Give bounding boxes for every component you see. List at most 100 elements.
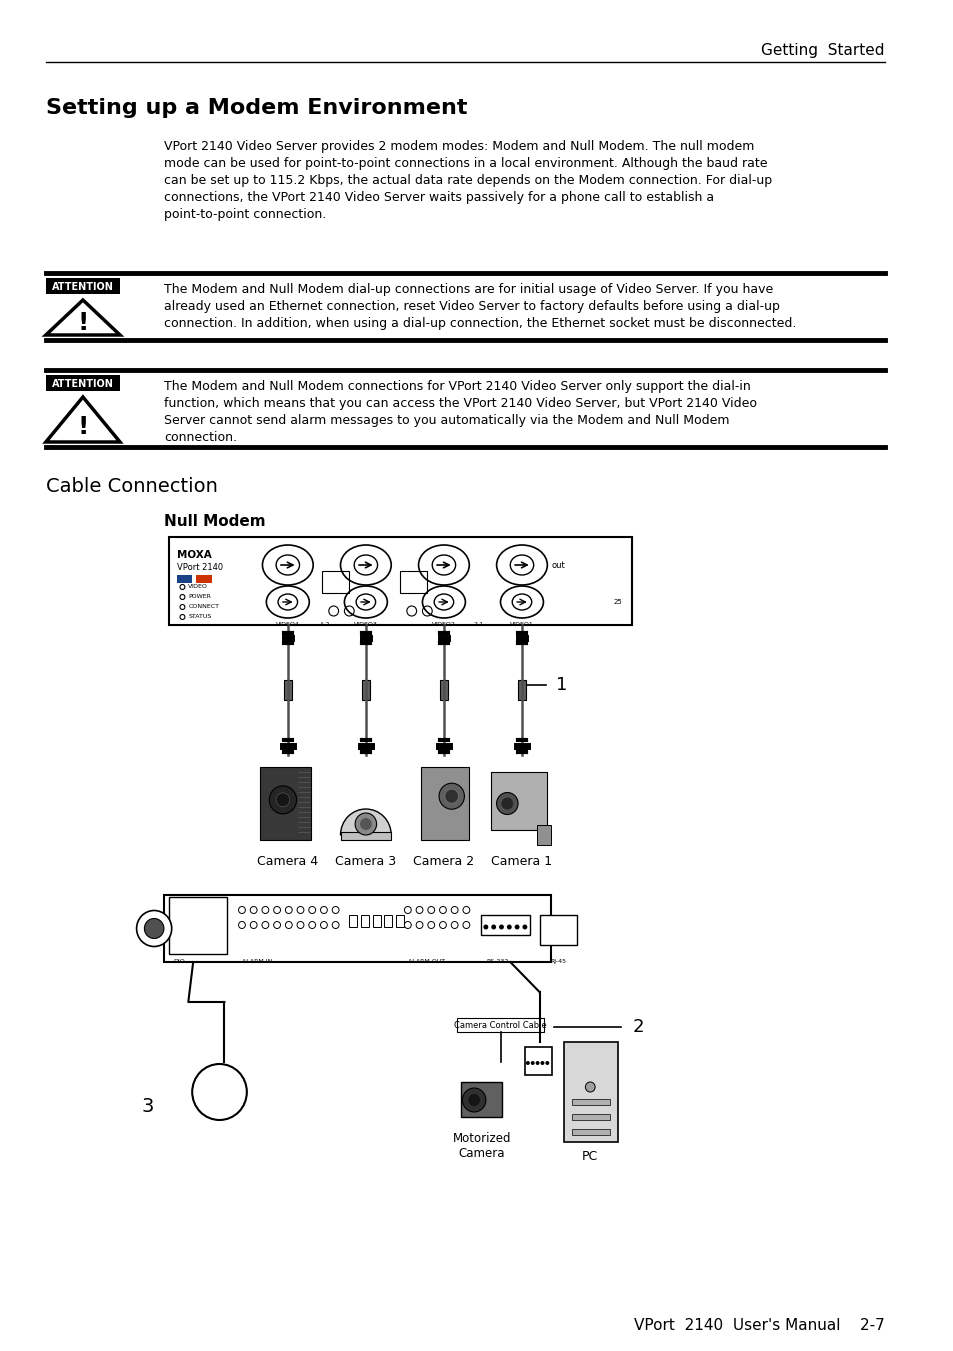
Text: Camera 4: Camera 4 <box>257 855 318 867</box>
Circle shape <box>285 907 292 913</box>
Text: connections, the VPort 2140 Video Server waits passively for a phone call to est: connections, the VPort 2140 Video Server… <box>164 190 713 204</box>
Text: VPort 2140 Video Server provides 2 modem modes: Modem and Null Modem. The null m: VPort 2140 Video Server provides 2 modem… <box>164 141 754 153</box>
Circle shape <box>535 1061 539 1065</box>
Circle shape <box>462 1088 485 1112</box>
Text: VPort  2140  User's Manual    2-7: VPort 2140 User's Manual 2-7 <box>634 1317 884 1332</box>
Text: VPort 2140: VPort 2140 <box>176 562 222 571</box>
Circle shape <box>468 1094 479 1106</box>
Text: VIDEO1: VIDEO1 <box>510 621 534 627</box>
Text: already used an Ethernet connection, reset Video Server to factory defaults befo: already used an Ethernet connection, res… <box>164 300 779 313</box>
Circle shape <box>491 924 496 929</box>
Bar <box>321 571 349 593</box>
Text: function, which means that you can access the VPort 2140 Video Server, but VPort: function, which means that you can acces… <box>164 397 756 409</box>
Circle shape <box>262 921 269 928</box>
Bar <box>490 771 547 830</box>
Text: DIO: DIO <box>173 959 185 965</box>
Text: ATTENTION: ATTENTION <box>52 380 113 389</box>
Circle shape <box>320 921 327 928</box>
Circle shape <box>192 1065 247 1120</box>
Circle shape <box>355 813 376 835</box>
Circle shape <box>296 907 304 913</box>
Circle shape <box>320 907 327 913</box>
Bar <box>563 1042 617 1142</box>
Circle shape <box>238 907 245 913</box>
Circle shape <box>522 924 527 929</box>
Circle shape <box>585 1082 595 1092</box>
Bar <box>480 915 529 935</box>
Bar <box>395 915 403 927</box>
Bar <box>46 278 120 295</box>
Circle shape <box>404 921 411 928</box>
Circle shape <box>525 1061 529 1065</box>
Text: VIDEO4: VIDEO4 <box>275 621 299 627</box>
Circle shape <box>483 924 488 929</box>
Bar <box>46 376 120 390</box>
Bar <box>176 576 192 584</box>
Circle shape <box>540 1061 544 1065</box>
Circle shape <box>332 907 338 913</box>
Circle shape <box>136 911 172 947</box>
Circle shape <box>309 921 315 928</box>
Circle shape <box>514 924 519 929</box>
Text: mode can be used for point-to-point connections in a local environment. Although: mode can be used for point-to-point conn… <box>164 157 766 170</box>
Text: VIDEO2: VIDEO2 <box>432 621 456 627</box>
Circle shape <box>180 594 185 600</box>
Circle shape <box>497 793 517 815</box>
Bar <box>524 1047 552 1075</box>
Circle shape <box>438 784 464 809</box>
Circle shape <box>250 921 256 928</box>
Bar <box>439 680 447 700</box>
Circle shape <box>238 921 245 928</box>
Circle shape <box>359 817 372 830</box>
Bar <box>373 915 380 927</box>
Text: Getting  Started: Getting Started <box>760 42 884 58</box>
Bar <box>571 1115 609 1120</box>
Text: out: out <box>551 561 564 570</box>
Bar <box>164 894 551 962</box>
Text: 25: 25 <box>613 598 621 605</box>
Bar <box>360 915 369 927</box>
Text: MOXA: MOXA <box>176 550 212 561</box>
Bar <box>349 915 356 927</box>
Text: connection.: connection. <box>164 431 236 444</box>
Circle shape <box>144 919 164 939</box>
Text: 1: 1 <box>556 676 567 694</box>
Bar <box>169 536 632 626</box>
Circle shape <box>332 921 338 928</box>
Circle shape <box>501 797 513 809</box>
Circle shape <box>275 793 290 807</box>
Text: Motorized
Camera: Motorized Camera <box>453 1132 511 1161</box>
Text: RJ-45: RJ-45 <box>550 959 565 965</box>
Circle shape <box>404 907 411 913</box>
Text: 2: 2 <box>632 1019 643 1036</box>
Text: 2-1: 2-1 <box>473 621 482 627</box>
Circle shape <box>262 907 269 913</box>
Text: Camera 1: Camera 1 <box>491 855 552 867</box>
Text: STATUS: STATUS <box>188 615 212 620</box>
Text: ALARM IN: ALARM IN <box>242 959 272 965</box>
Text: Camera Control Cable: Camera Control Cable <box>454 1020 546 1029</box>
Circle shape <box>506 924 511 929</box>
Circle shape <box>250 907 256 913</box>
Bar <box>384 915 392 927</box>
Wedge shape <box>340 809 391 835</box>
Bar <box>284 680 292 700</box>
Circle shape <box>439 907 446 913</box>
Circle shape <box>416 921 422 928</box>
Circle shape <box>451 907 457 913</box>
Text: POWER: POWER <box>188 594 211 600</box>
Bar <box>539 915 576 944</box>
Circle shape <box>462 921 469 928</box>
Bar <box>169 897 227 954</box>
Bar <box>196 576 212 584</box>
Text: Server cannot send alarm messages to you automatically via the Modem and Null Mo: Server cannot send alarm messages to you… <box>164 413 729 427</box>
Bar <box>399 571 427 593</box>
Text: Camera 2: Camera 2 <box>413 855 474 867</box>
Bar <box>461 1082 502 1117</box>
Text: 3: 3 <box>142 1097 154 1116</box>
Text: VIDEO: VIDEO <box>188 585 208 589</box>
Text: Cable Connection: Cable Connection <box>46 477 217 497</box>
Text: !: ! <box>77 311 89 335</box>
Bar <box>456 1019 544 1032</box>
Bar <box>517 680 525 700</box>
